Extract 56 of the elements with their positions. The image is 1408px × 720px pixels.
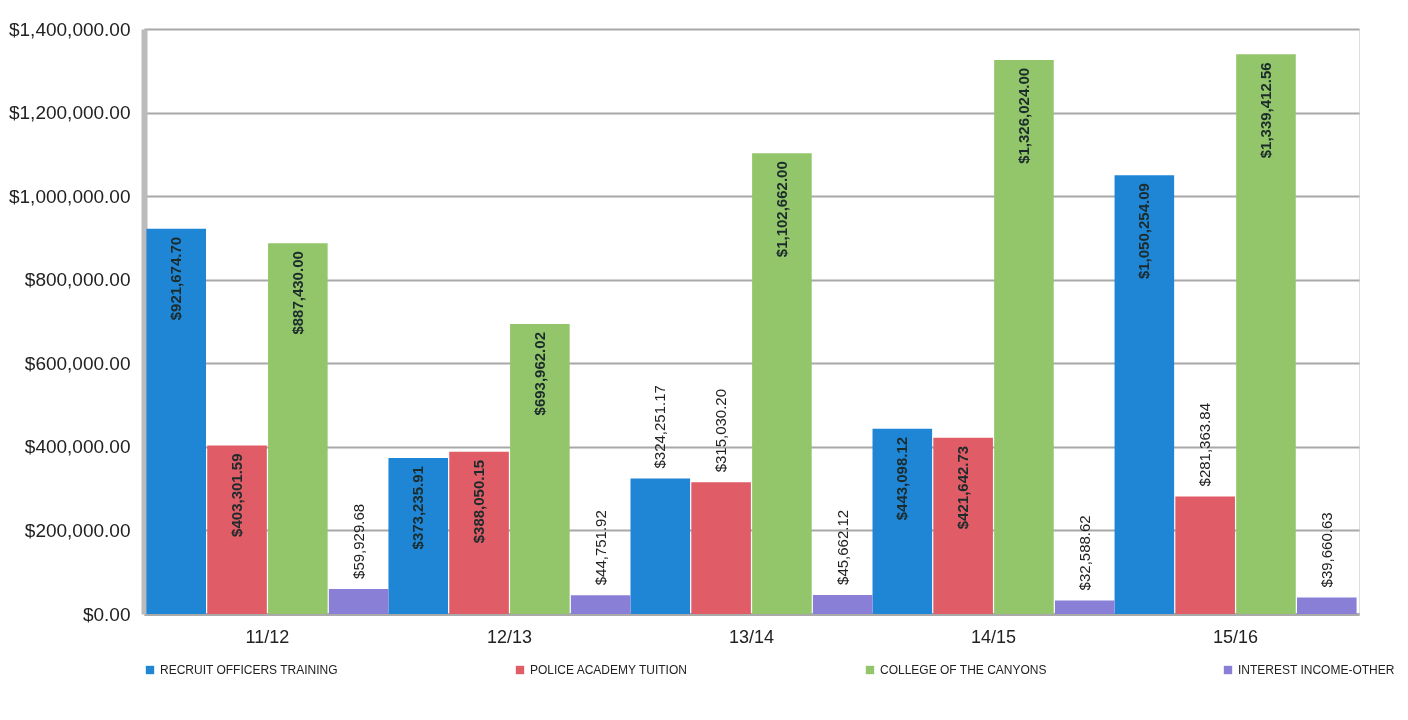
bar: [691, 482, 751, 614]
data-label: $281,363.84: [1196, 403, 1214, 487]
legend-label: COLLEGE OF THE CANYONS: [880, 663, 1047, 677]
x-tick-label: 11/12: [245, 626, 290, 647]
bar: [872, 428, 933, 614]
bar: [570, 595, 631, 614]
y-tick-label: $1,000,000.00: [8, 185, 131, 207]
bar: [1054, 600, 1115, 614]
data-label: $443,098.12: [893, 436, 911, 521]
x-tick-label: 14/15: [971, 626, 1017, 647]
data-label: $324,251.17: [651, 385, 669, 469]
y-tick-label: $800,000.00: [24, 269, 131, 291]
bar: [1236, 54, 1296, 614]
data-label: $315,030.20: [712, 388, 730, 473]
data-label: $44,751.92: [591, 510, 609, 586]
legend-label: POLICE ACADEMY TUITION: [530, 663, 687, 677]
y-tick-label: $200,000.00: [24, 519, 131, 541]
data-label: $1,326,024.00: [1014, 67, 1032, 164]
bar: [630, 478, 691, 614]
bar: [268, 243, 328, 614]
data-label: $39,660.63: [1317, 512, 1335, 588]
bar: [510, 324, 570, 614]
y-tick-label: $0.00: [82, 603, 131, 625]
y-tick-label: $1,200,000.00: [8, 102, 131, 124]
data-label: $887,430.00: [288, 251, 306, 335]
bar: [933, 437, 993, 614]
data-label: $373,235.91: [409, 466, 427, 550]
y-tick-label: $600,000.00: [24, 352, 131, 374]
data-label: $403,301.59: [228, 453, 246, 537]
data-label: $1,339,412.56: [1256, 62, 1274, 159]
bar: [752, 153, 812, 614]
data-label: $693,962.02: [530, 332, 548, 416]
data-label: $45,662.12: [833, 509, 851, 585]
data-label: $388,050.15: [470, 459, 488, 544]
data-label: $921,674.70: [167, 236, 185, 321]
data-label: $1,050,254.09: [1135, 183, 1153, 280]
x-tick-label: 15/16: [1213, 626, 1259, 647]
bar: [449, 451, 509, 614]
data-label: $421,642.73: [954, 445, 972, 530]
legend-label: INTEREST INCOME-OTHER: [1238, 663, 1395, 677]
bar: [388, 458, 449, 614]
data-label: $32,588.62: [1075, 515, 1093, 591]
y-tick-label: $400,000.00: [24, 436, 131, 458]
bar: [328, 588, 389, 614]
bar: [207, 445, 267, 614]
x-tick-label: 12/13: [486, 626, 532, 647]
bar: [1296, 597, 1357, 614]
bar: [812, 594, 873, 614]
bar: [1114, 175, 1175, 614]
bar: [1175, 496, 1235, 614]
bar: [994, 59, 1054, 614]
data-label: $59,929.68: [349, 503, 367, 579]
x-tick-label: 13/14: [728, 626, 775, 647]
legend-label: RECRUIT OFFICERS TRAINING: [160, 663, 338, 677]
y-tick-label: $1,400,000.00: [8, 18, 131, 40]
data-label: $1,102,662.00: [772, 161, 790, 258]
